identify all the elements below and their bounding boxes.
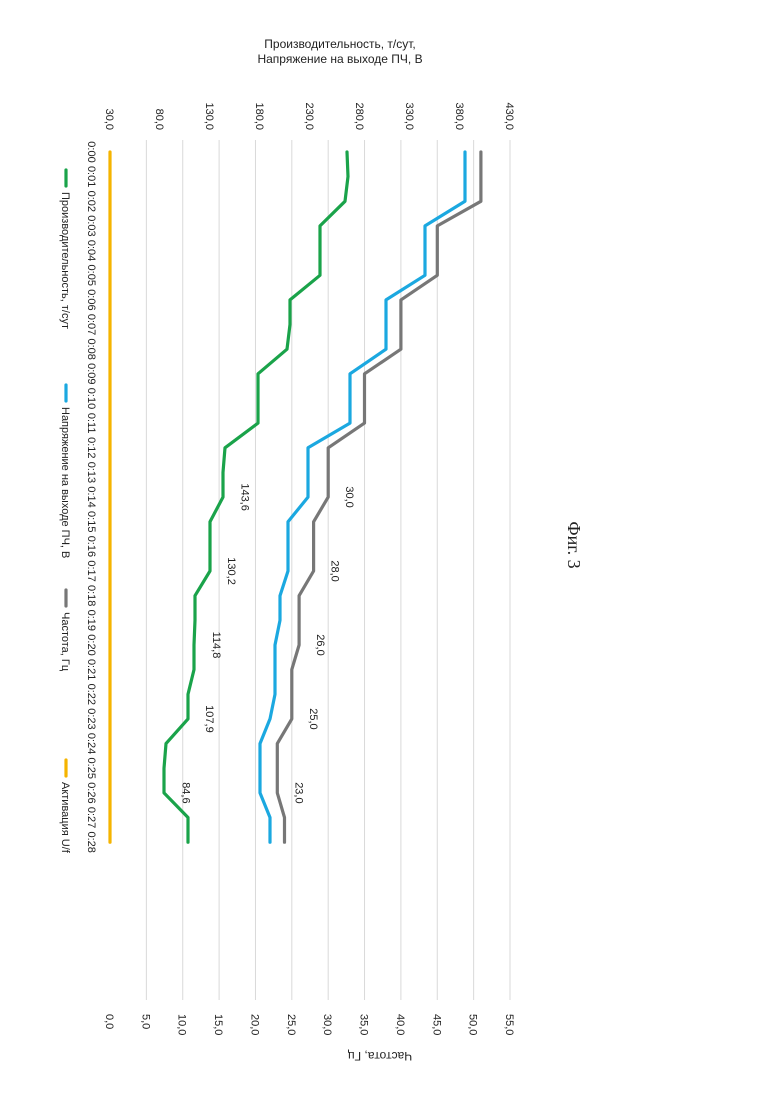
data-label: 25,0 [307, 708, 319, 729]
x-tick-label: 0:04 [85, 240, 97, 261]
data-label: 130,2 [225, 557, 237, 585]
x-tick-label: 0:23 [85, 708, 97, 729]
x-tick-label: 0:26 [85, 782, 97, 803]
y-secondary-tick-label: 20,0 [248, 1014, 260, 1035]
y-secondary-tick-label: 45,0 [430, 1014, 442, 1035]
y-secondary-axis-title: Частота, Гц [348, 1049, 413, 1063]
y-primary-tick-label: 380,0 [453, 102, 465, 130]
legend-label: Частота, Гц [59, 612, 71, 672]
y-primary-axis-title-line: Производительность, т/сут, [264, 37, 415, 51]
y-primary-tick-label: 430,0 [503, 102, 515, 130]
y-secondary-tick-label: 35,0 [358, 1014, 370, 1035]
y-secondary-tick-label: 50,0 [467, 1014, 479, 1035]
y-secondary-tick-label: 55,0 [503, 1014, 515, 1035]
series-line-0 [164, 152, 348, 842]
x-tick-label: 0:11 [85, 413, 97, 434]
y-secondary-tick-label: 10,0 [176, 1014, 188, 1035]
y-secondary-tick-label: 30,0 [321, 1014, 333, 1035]
y-primary-axis-title-line: Напряжение на выходе ПЧ, В [257, 52, 422, 66]
x-tick-label: 0:00 [85, 141, 97, 162]
rotated-chart-area: 55,0 50,0 45,0 40,0 35,0 30,0 25,0 20,0 15,0 10,0… [59, 37, 515, 1063]
y-secondary-tick-label: 40,0 [394, 1014, 406, 1035]
x-tick-label: 0:14 [85, 486, 97, 507]
series-line-1 [260, 152, 465, 842]
y-secondary-tick-label: 25,0 [285, 1014, 297, 1035]
x-tick-label: 0:18 [85, 585, 97, 606]
x-tick-label: 0:12 [85, 437, 97, 458]
x-tick-label: 0:10 [85, 388, 97, 409]
y-secondary-tick-label: 0,0 [103, 1014, 115, 1029]
x-tick-label: 0:17 [85, 560, 97, 581]
x-tick-label: 0:03 [85, 215, 97, 236]
y-primary-tick-label: 330,0 [403, 102, 415, 130]
y-primary-tick-label: 280,0 [353, 102, 365, 130]
data-label: 143,6 [239, 483, 251, 511]
legend-label: Производительность, т/сут [59, 192, 71, 329]
y-primary-tick-label: 130,0 [203, 102, 215, 130]
x-tick-label: 0:05 [85, 265, 97, 286]
x-tick-label: 0:25 [85, 758, 97, 779]
x-tick-label: 0:02 [85, 191, 97, 212]
x-tick-label: 0:28 [85, 831, 97, 852]
x-tick-label: 0:15 [85, 511, 97, 532]
y-primary-tick-label: 30,0 [103, 109, 115, 130]
data-label: 114,8 [210, 632, 222, 659]
x-tick-label: 0:13 [85, 462, 97, 483]
y-primary-tick-label: 80,0 [153, 109, 165, 130]
legend-label: Напряжение на выходе ПЧ, В [59, 407, 71, 558]
x-tick-label: 0:09 [85, 363, 97, 384]
data-label: 26,0 [314, 634, 326, 655]
data-label: 23,0 [292, 782, 304, 803]
data-label: 107,9 [203, 705, 215, 733]
legend-label: Активация U/f [59, 782, 71, 854]
y-secondary-tick-label: 5,0 [139, 1014, 151, 1029]
x-tick-label: 0:21 [85, 659, 97, 680]
y-primary-tick-label: 230,0 [303, 102, 315, 130]
x-tick-label: 0:22 [85, 684, 97, 705]
x-tick-label: 0:24 [85, 733, 97, 754]
y-primary-axis-title: Производительность, т/сут,Напряжение на … [257, 37, 422, 66]
x-tick-label: 0:20 [85, 634, 97, 655]
y-primary-tick-label: 180,0 [253, 102, 265, 130]
figure-caption: Фиг. 3 [564, 521, 584, 568]
data-label: 84,6 [180, 782, 192, 803]
data-label: 30,0 [343, 486, 355, 507]
x-tick-label: 0:19 [85, 610, 97, 631]
x-tick-label: 0:01 [85, 166, 97, 187]
x-tick-label: 0:16 [85, 536, 97, 557]
data-label: 28,0 [329, 560, 341, 581]
x-tick-label: 0:07 [85, 314, 97, 335]
y-secondary-tick-label: 15,0 [212, 1014, 224, 1035]
x-tick-label: 0:08 [85, 338, 97, 359]
x-tick-label: 0:06 [85, 289, 97, 310]
x-tick-label: 0:27 [85, 807, 97, 828]
